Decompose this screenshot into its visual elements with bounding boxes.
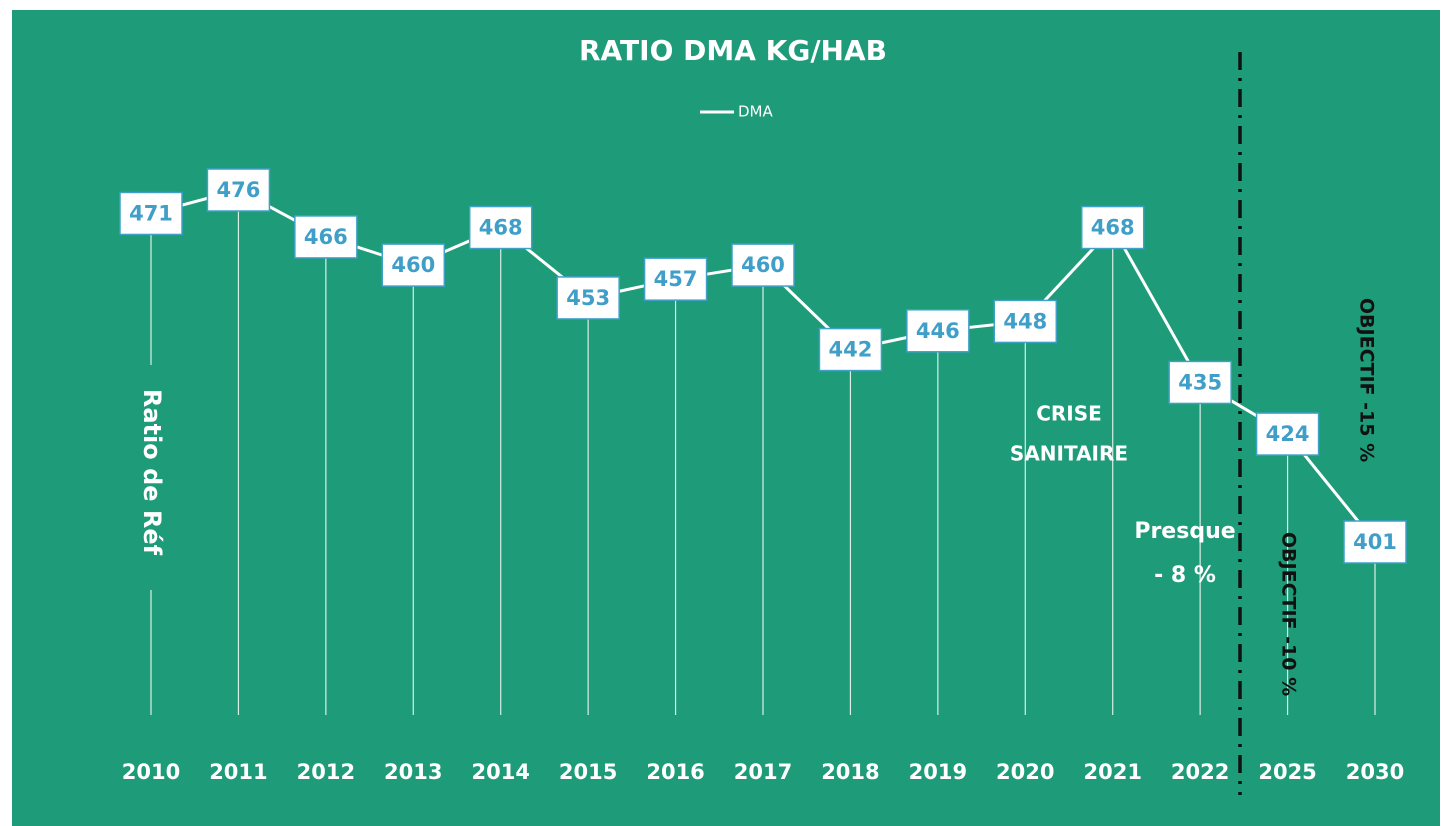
- data-label: 476: [217, 178, 261, 202]
- data-label: 468: [479, 216, 523, 240]
- annotation: Presque: [1134, 519, 1235, 544]
- data-label-box: [468, 205, 533, 250]
- data-label: 457: [654, 267, 698, 291]
- data-label-box: [731, 243, 795, 287]
- x-tick-label: 2021: [1083, 760, 1141, 784]
- data-label: 460: [391, 253, 435, 277]
- annotation: CRISE: [1036, 402, 1102, 426]
- x-tick-label: 2012: [297, 760, 355, 784]
- data-label: 453: [566, 286, 610, 310]
- data-label-box: [1255, 412, 1320, 456]
- x-tick-label: 2011: [209, 760, 267, 784]
- data-label-box: [906, 309, 970, 353]
- data-label-box: [1343, 520, 1407, 564]
- x-tick-label: 2017: [734, 760, 792, 784]
- data-label-box: [1080, 205, 1145, 250]
- chart-title: RATIO DMA KG/HAB: [579, 34, 887, 67]
- x-tick-label: 2014: [471, 760, 529, 784]
- data-label: 435: [1178, 370, 1222, 394]
- data-label: 460: [741, 253, 785, 277]
- data-label-box: [993, 299, 1058, 344]
- data-label-box: [206, 168, 271, 212]
- x-tick-label: 2018: [821, 760, 879, 784]
- data-label: 442: [829, 338, 873, 362]
- x-tick-label: 2022: [1171, 760, 1229, 784]
- data-label: 468: [1091, 216, 1135, 240]
- annotation: SANITAIRE: [1010, 442, 1128, 466]
- data-label: 448: [1003, 309, 1047, 333]
- x-tick-label: 2030: [1346, 760, 1404, 784]
- annotation: OBJECTIF -15 %: [1356, 298, 1378, 462]
- legend-label: DMA: [738, 103, 773, 121]
- data-label-box: [643, 257, 708, 301]
- data-label: 466: [304, 225, 348, 249]
- x-tick-label: 2016: [646, 760, 704, 784]
- x-tick-label: 2010: [122, 760, 180, 784]
- annotation: OBJECTIF -10 %: [1278, 532, 1300, 696]
- annotation: - 8 %: [1154, 563, 1216, 588]
- data-label: 446: [916, 319, 960, 343]
- x-tick-label: 2013: [384, 760, 442, 784]
- chart-background: [12, 10, 1440, 826]
- data-label: 471: [129, 201, 173, 225]
- x-tick-label: 2020: [996, 760, 1054, 784]
- data-label-box: [119, 191, 183, 236]
- annotation: Ratio de Réf: [138, 389, 166, 556]
- x-tick-label: 2015: [559, 760, 617, 784]
- data-label-box: [818, 327, 883, 372]
- x-tick-label: 2019: [909, 760, 967, 784]
- data-label-box: [556, 276, 620, 320]
- data-label-box: [294, 215, 358, 259]
- x-tick-label: 2025: [1258, 760, 1316, 784]
- data-label-box: [381, 243, 446, 287]
- data-label: 424: [1266, 422, 1310, 446]
- data-label-box: [1168, 360, 1232, 405]
- data-label: 401: [1353, 530, 1397, 554]
